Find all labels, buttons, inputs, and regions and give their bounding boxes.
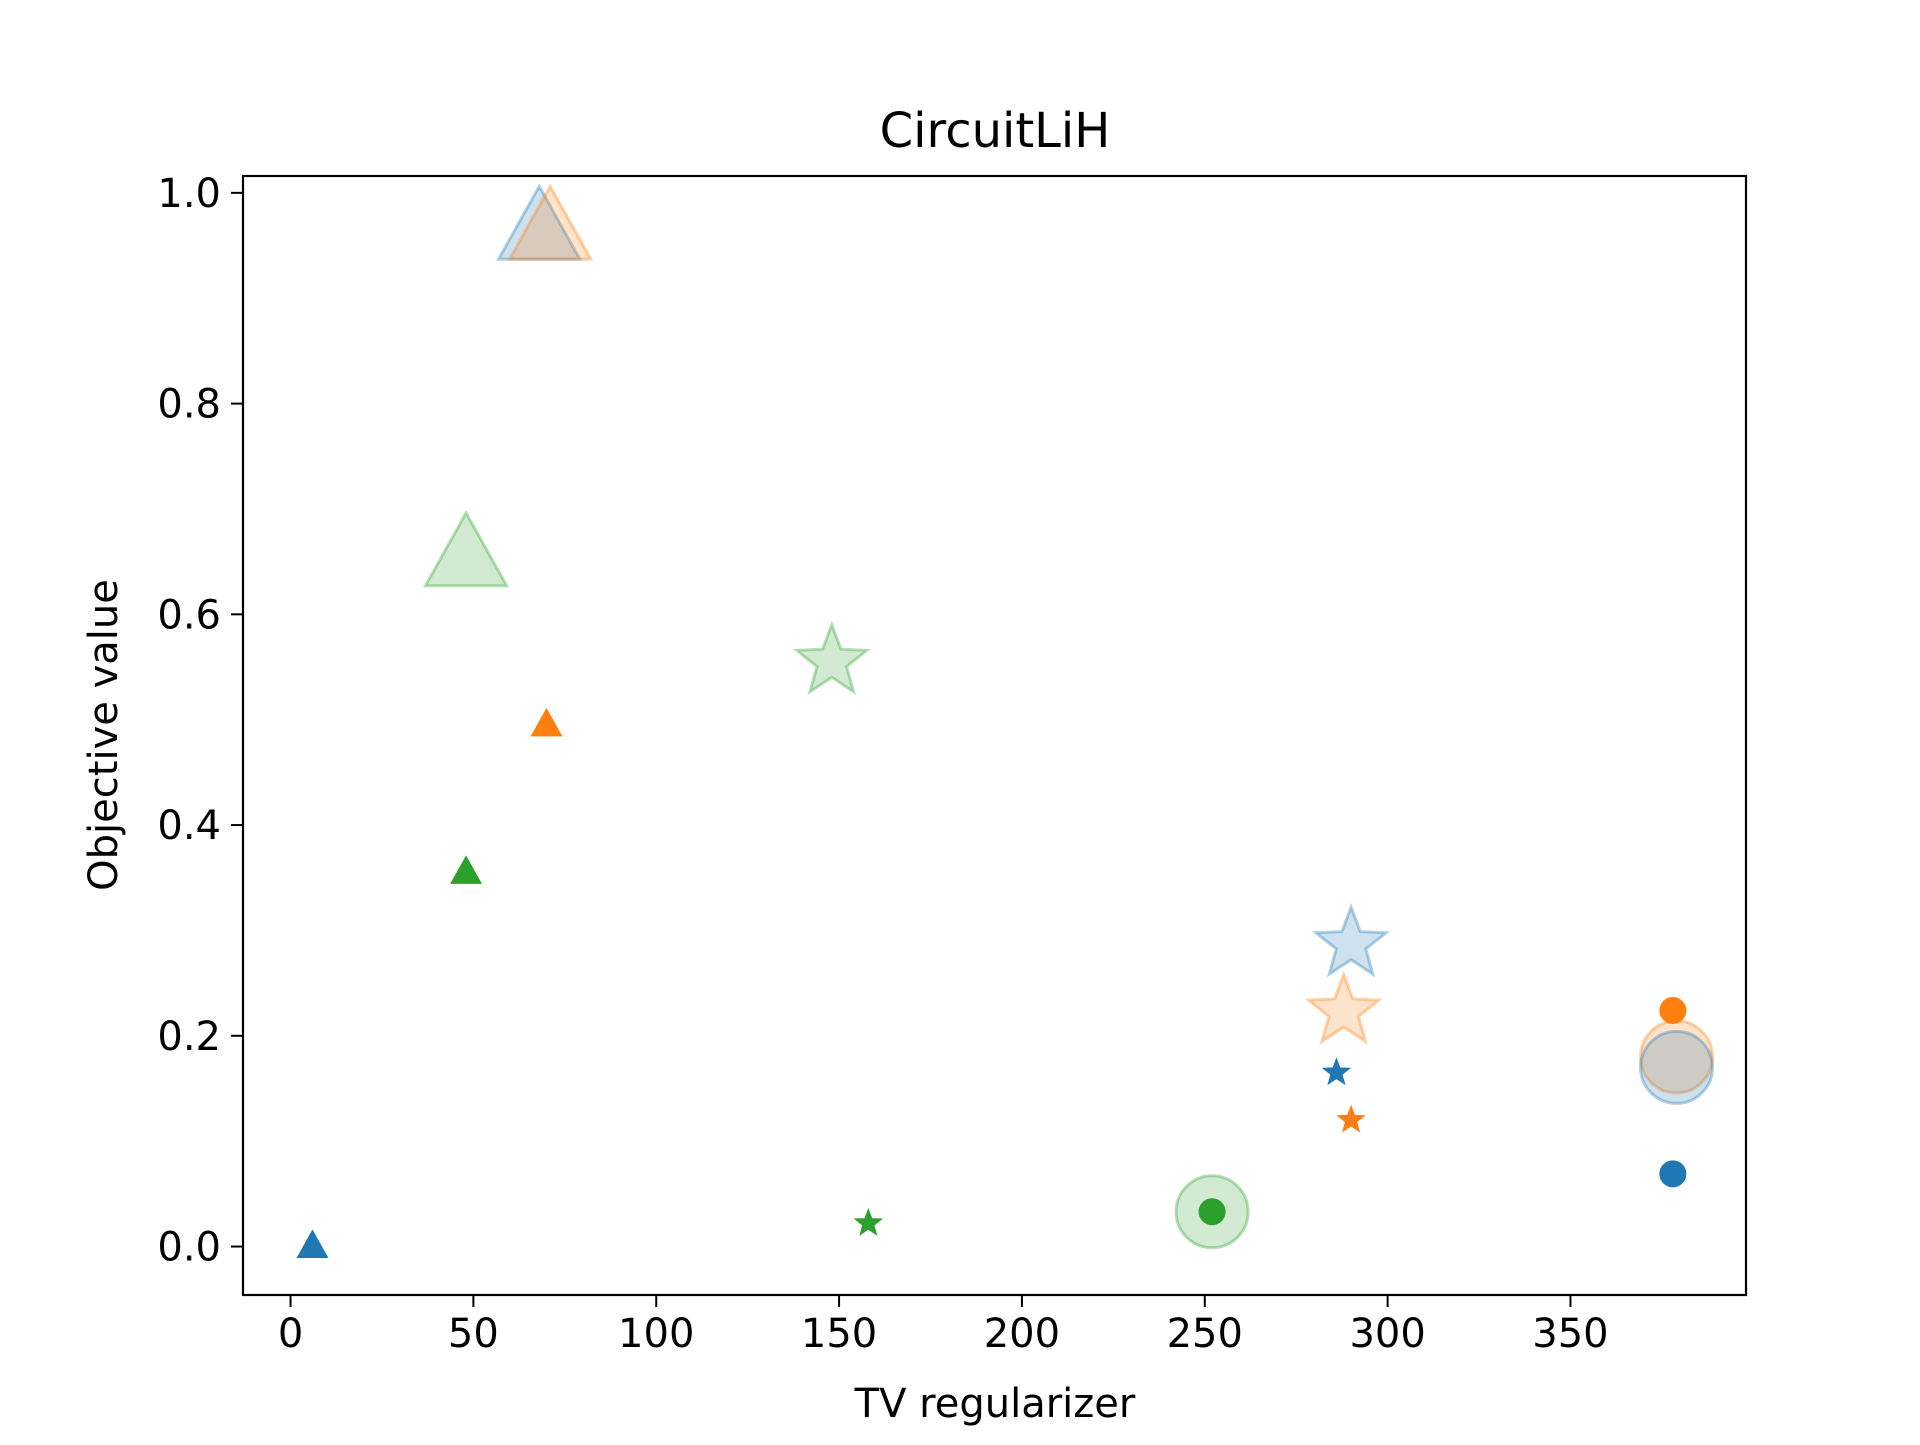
chart-title: CircuitLiH (880, 103, 1111, 159)
data-point-star-green-large (792, 620, 872, 696)
y-tick-label: 0.2 (157, 1014, 221, 1060)
data-point-triangle-green-small (450, 855, 483, 884)
data-point-circle-blue-large (1639, 1029, 1715, 1105)
y-axis-label: Objective value (81, 579, 127, 891)
data-point-star-green-small (853, 1207, 884, 1236)
x-tick-label: 200 (984, 1311, 1060, 1357)
x-tick-label: 350 (1532, 1311, 1608, 1357)
x-tick-label: 150 (801, 1311, 877, 1357)
data-point-circle-orange-small (1659, 997, 1687, 1025)
x-axis-label: TV regularizer (854, 1381, 1136, 1427)
x-tick-label: 300 (1349, 1311, 1425, 1357)
data-point-star-blue-large (1311, 902, 1391, 978)
x-axis: 0 50 100 150 200 250 300 350 (278, 1295, 1609, 1357)
y-tick-label: 0.4 (157, 803, 221, 849)
x-tick-label: 100 (618, 1311, 694, 1357)
x-tick-label: 0 (278, 1311, 303, 1357)
data-point-triangle-green-large (422, 509, 510, 588)
y-tick-label: 1.0 (157, 171, 221, 217)
data-points (296, 183, 1715, 1258)
y-tick-label: 0.8 (157, 382, 221, 428)
data-point-circle-blue-small (1659, 1160, 1687, 1188)
data-point-circle-green-small (1198, 1198, 1226, 1226)
y-tick-label: 0.0 (157, 1225, 221, 1271)
data-point-star-orange-small (1336, 1104, 1366, 1133)
x-tick-label: 50 (448, 1311, 499, 1357)
data-point-triangle-blue-large (496, 183, 583, 261)
y-tick-label: 0.6 (157, 592, 221, 638)
y-axis: 0.0 0.2 0.4 0.6 0.8 1.0 (157, 171, 243, 1271)
data-point-triangle-orange-large (507, 183, 594, 261)
data-point-star-blue-small (1321, 1057, 1352, 1086)
plot-frame (241, 174, 1748, 1297)
data-point-triangle-orange-small (530, 707, 563, 737)
data-point-star-orange-large (1304, 970, 1383, 1045)
data-point-triangle-blue-small (296, 1229, 329, 1258)
x-tick-label: 250 (1167, 1311, 1243, 1357)
